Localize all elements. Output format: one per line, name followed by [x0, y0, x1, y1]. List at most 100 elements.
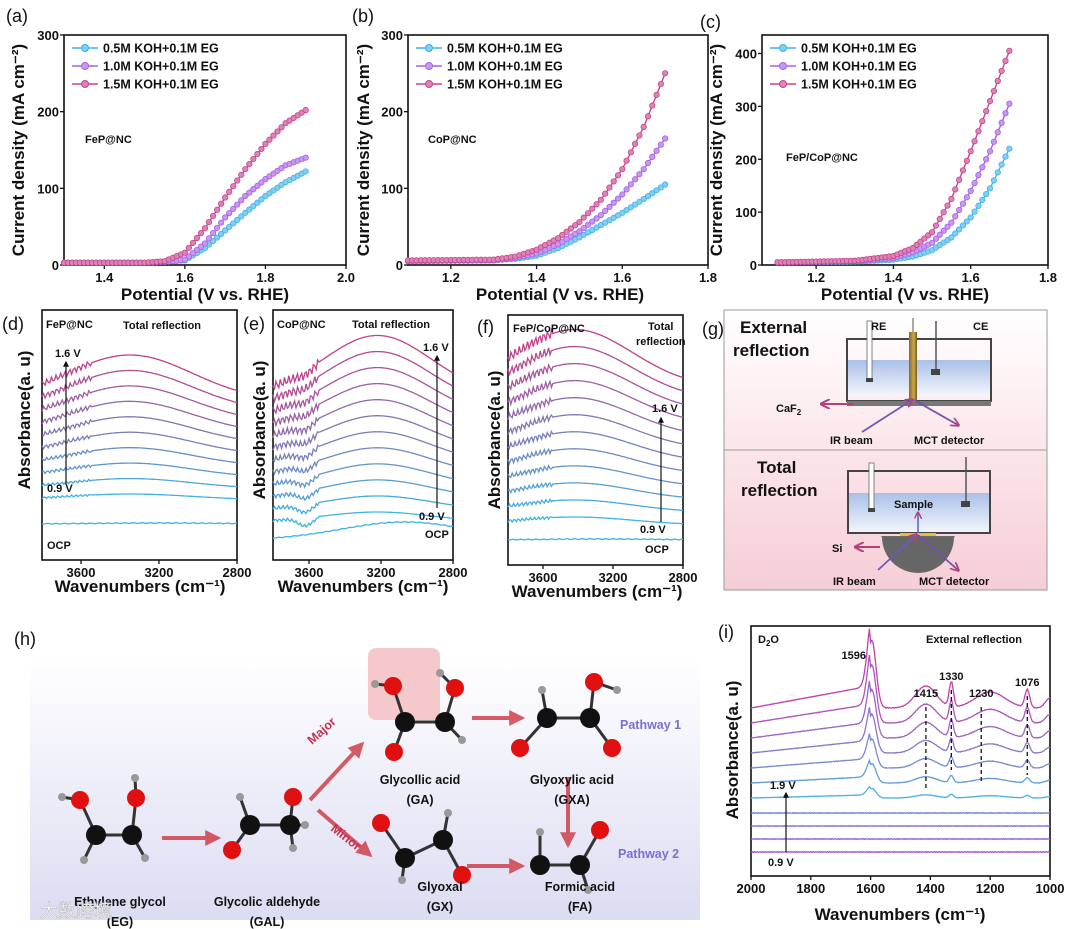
data-point	[998, 119, 1005, 126]
panel-label: (b)	[352, 6, 374, 26]
data-point	[242, 192, 249, 200]
spectrum-trace	[272, 399, 454, 439]
data-point	[1006, 145, 1013, 152]
data-point	[975, 128, 982, 135]
data-point	[593, 215, 600, 222]
hydrogen-atom	[584, 886, 592, 894]
hydrogen-atom	[458, 736, 466, 744]
data-point	[956, 206, 963, 214]
solvent-label: D2O	[758, 634, 779, 648]
carbon-atom	[240, 815, 260, 835]
data-point	[983, 156, 990, 163]
axes-frame	[750, 625, 1051, 877]
data-point	[250, 155, 257, 163]
data-point	[986, 148, 994, 155]
spectrum-trace	[41, 369, 238, 404]
molecule-eg	[58, 774, 149, 864]
panel-b-lsv-cop: (b) 1.2 1.4 1.6 1.8 0 100 200 300 0.5M KOH+0.1M …	[352, 6, 717, 304]
axes-frame	[761, 34, 1049, 266]
panel-e-ir-cop: (e) 3600 3200 2800 Wavenumbers (cm⁻¹) Abso…	[243, 309, 467, 596]
eg-name: Ethylene glycol	[74, 895, 166, 909]
x-tick-label: 3200	[367, 565, 396, 580]
carbon-atom	[435, 712, 455, 732]
total-title-2: reflection	[741, 481, 818, 500]
spectrum-trace	[507, 413, 684, 445]
data-point	[649, 190, 656, 197]
spectrum-trace	[272, 463, 454, 489]
spectrum-trace	[272, 350, 454, 405]
spectrum-trace	[272, 334, 454, 391]
legend-marker	[779, 62, 787, 70]
data-point	[952, 213, 959, 220]
data-point	[640, 123, 647, 131]
x-axis-label: Potential (V vs. RHE)	[476, 285, 644, 304]
data-point	[653, 187, 660, 194]
x-tick-label: 1800	[796, 881, 825, 896]
y-tick-label: 300	[381, 28, 403, 43]
spectrum-trace	[507, 447, 684, 472]
low-potential-label: 0.9 V	[47, 483, 73, 495]
spectrum-trace	[272, 495, 454, 515]
eg-abbr: (EG)	[107, 915, 133, 929]
arrow-gal-to-gx	[316, 808, 373, 858]
hydrogen-atom	[58, 793, 66, 801]
spectrum-trace	[41, 400, 238, 428]
data-point	[572, 222, 579, 229]
data-point	[932, 235, 940, 242]
oxygen-atom	[603, 739, 621, 757]
legend-marker	[81, 62, 89, 70]
high-potential-label: 1.6 V	[652, 403, 678, 415]
data-point	[649, 102, 656, 109]
data-point	[1002, 57, 1009, 65]
series-line	[64, 170, 307, 264]
re-tip	[866, 378, 873, 382]
legend-label: 0.5M KOH+0.1M EG	[103, 42, 219, 56]
y-axis-label: Current density (mA cm⁻²)	[354, 44, 373, 256]
data-point	[254, 150, 261, 158]
molecule-gal	[223, 788, 309, 859]
data-point	[657, 184, 664, 191]
carbon-atom	[395, 712, 415, 732]
data-point	[956, 226, 963, 233]
data-point	[944, 202, 951, 209]
mode-line-1: Total	[648, 321, 673, 333]
data-point	[632, 140, 639, 147]
x-tick-label: 3600	[67, 565, 96, 580]
x-tick-label: 1.4	[95, 270, 114, 285]
data-point	[979, 196, 986, 204]
ocp-label: OCP	[425, 529, 449, 541]
data-point	[967, 187, 974, 195]
y-axis-label: Absorbance(a. u)	[485, 371, 504, 510]
x-tick-label: 2000	[737, 881, 766, 896]
data-point	[242, 166, 249, 173]
y-tick-label: 100	[381, 181, 403, 196]
carbon-atom	[280, 815, 300, 835]
gxa-abbr: (GXA)	[554, 793, 589, 807]
data-point	[998, 161, 1005, 168]
data-point	[302, 168, 309, 175]
spectrum-trace	[750, 837, 1051, 841]
data-point	[563, 228, 570, 235]
oxygen-atom	[384, 677, 402, 695]
data-point	[619, 191, 626, 198]
y-tick-label: 400	[735, 47, 757, 62]
plot-area: 3600 3200 2800	[41, 309, 251, 580]
data-point	[627, 149, 634, 156]
data-point	[262, 140, 269, 147]
data-point	[302, 154, 309, 161]
data-point	[185, 244, 192, 251]
data-point	[657, 80, 664, 88]
gxa-name: Glyoxylic acid	[530, 773, 614, 787]
x-axis-label: Wavenumbers (cm⁻¹)	[815, 905, 986, 924]
carbon-atom	[395, 848, 415, 868]
data-point	[979, 118, 986, 125]
ir-beam-arrow	[877, 535, 916, 571]
plot-area: 3600 3200 2800	[507, 314, 697, 585]
data-point	[209, 212, 217, 220]
data-point	[1006, 100, 1013, 107]
x-tick-label: 1600	[856, 881, 885, 896]
spectrum-trace	[750, 681, 1051, 739]
data-point	[662, 135, 669, 142]
oxygen-atom	[284, 788, 302, 806]
